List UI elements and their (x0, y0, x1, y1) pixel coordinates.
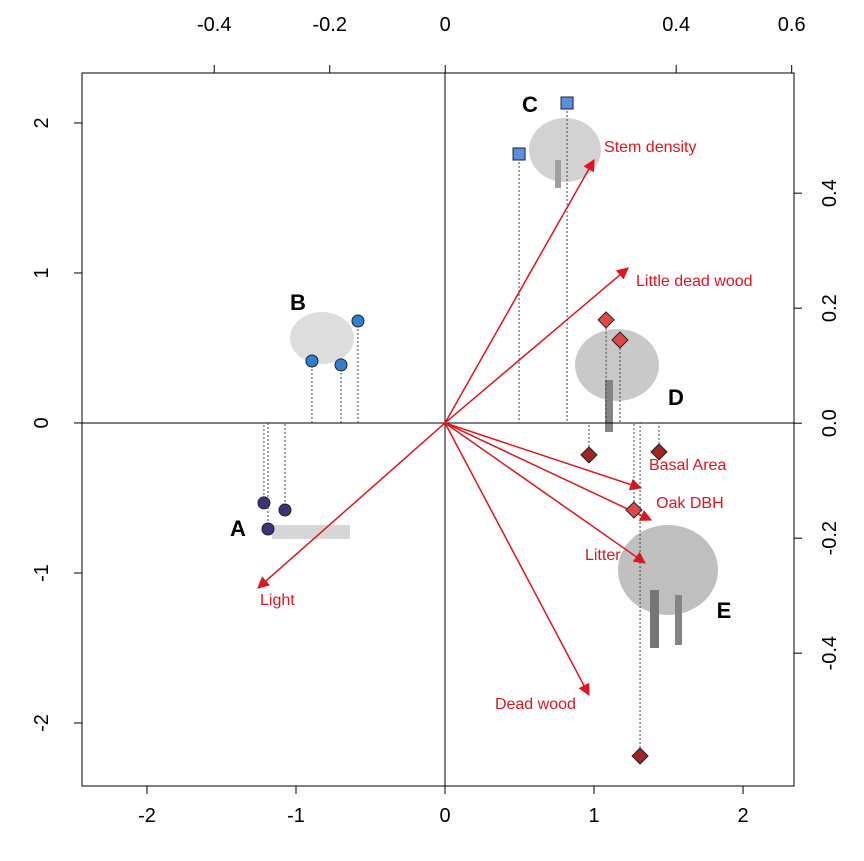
x2-tick-label: 0.4 (662, 14, 690, 36)
point (257, 496, 271, 510)
y-tick-label: 1 (31, 267, 53, 278)
x-tick-label: 1 (588, 805, 599, 827)
tree-icon (618, 525, 718, 648)
x2-tick-label: -0.2 (312, 14, 346, 36)
group-label: D (668, 385, 684, 410)
vector-label: Little dead wood (636, 273, 753, 290)
vector-label: Dead wood (495, 696, 576, 713)
x-tick-label: 2 (737, 805, 748, 827)
group-label: E (717, 598, 732, 623)
vector-label: Light (260, 592, 295, 609)
shrub-icon (529, 118, 601, 188)
vector-label: Stem density (604, 139, 696, 156)
group-label: C (522, 92, 538, 117)
group-label: B (290, 290, 306, 315)
point (560, 96, 574, 110)
plot-frame (81, 72, 795, 787)
vector-label: Basal Area (649, 457, 726, 474)
point (278, 503, 292, 517)
vector-label: Oak DBH (656, 495, 724, 512)
vector-arrow (444, 422, 653, 521)
y-tick-label: -2 (31, 714, 53, 732)
vector-arrow (444, 422, 590, 697)
y-tick-label: -1 (31, 564, 53, 582)
illustrations (272, 118, 718, 648)
tree-icon (575, 329, 659, 432)
y2-tick-label: -0.2 (819, 521, 841, 555)
vector-arrow (257, 422, 446, 589)
y2-tick-label: 0.2 (819, 294, 841, 322)
y-tick-label: 0 (31, 417, 53, 428)
point (580, 446, 598, 464)
point (334, 358, 348, 372)
vector-arrow (444, 267, 629, 424)
point (625, 501, 643, 519)
point (261, 522, 275, 536)
x2-tick-label: 0 (440, 14, 451, 36)
x2-tick-label: -0.4 (197, 14, 231, 36)
group-label: A (230, 516, 246, 541)
y2-tick-label: -0.4 (819, 636, 841, 670)
point (611, 331, 629, 349)
y2-tick-label: 0.0 (819, 409, 841, 437)
x-tick-label: 0 (439, 805, 450, 827)
y-tick-label: 2 (31, 117, 53, 128)
shrub-icon (290, 312, 354, 364)
point (351, 314, 365, 328)
x2-tick-label: 0.6 (778, 14, 806, 36)
point (305, 354, 319, 368)
vector-arrow (444, 422, 646, 564)
x-tick-label: -1 (287, 805, 305, 827)
point (650, 443, 668, 461)
vector-arrow (444, 422, 643, 491)
point (597, 311, 615, 329)
point (631, 747, 649, 765)
vector-label: Litter (585, 547, 621, 564)
x-tick-label: -2 (138, 805, 156, 827)
y2-tick-label: 0.4 (819, 179, 841, 207)
grass-icon (272, 525, 350, 539)
point (512, 147, 526, 161)
